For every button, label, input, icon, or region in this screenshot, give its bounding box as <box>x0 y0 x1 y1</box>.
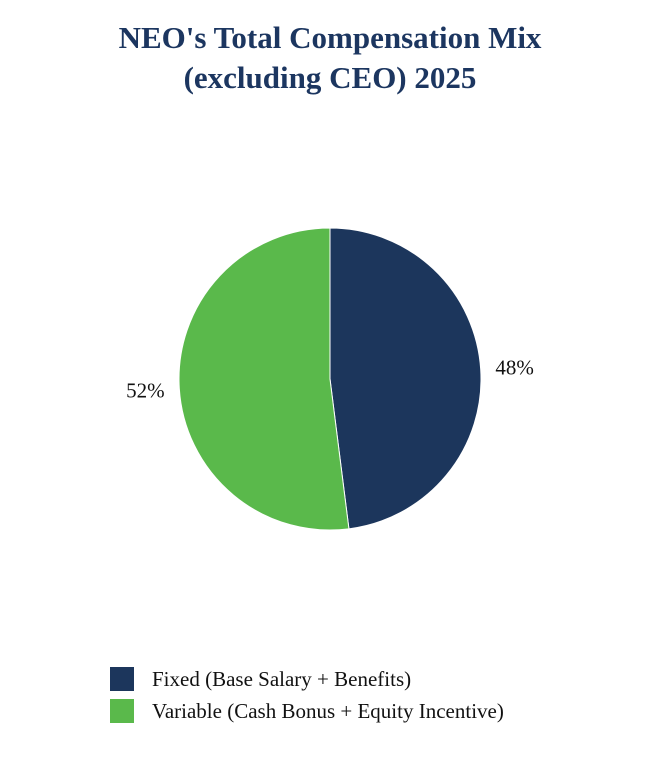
legend: Fixed (Base Salary + Benefits) Variable … <box>110 664 504 728</box>
legend-item-variable: Variable (Cash Bonus + Equity Incentive) <box>110 696 504 726</box>
pie-slice-variable <box>178 227 350 531</box>
chart-title-line-1: NEO's Total Compensation Mix <box>118 20 542 55</box>
chart-title-line-2: (excluding CEO) 2025 <box>183 60 477 95</box>
pie-label-fixed: 48% <box>495 355 534 379</box>
pie-label-variable: 52% <box>126 379 165 403</box>
chart-title: NEO's Total Compensation Mix (excluding … <box>0 18 660 98</box>
legend-swatch-variable <box>110 699 134 723</box>
legend-swatch-fixed <box>110 667 134 691</box>
legend-label-fixed: Fixed (Base Salary + Benefits) <box>152 666 412 691</box>
legend-label-variable: Variable (Cash Bonus + Equity Incentive) <box>152 698 504 723</box>
pie-slice-fixed <box>329 227 482 530</box>
legend-item-fixed: Fixed (Base Salary + Benefits) <box>110 664 504 694</box>
